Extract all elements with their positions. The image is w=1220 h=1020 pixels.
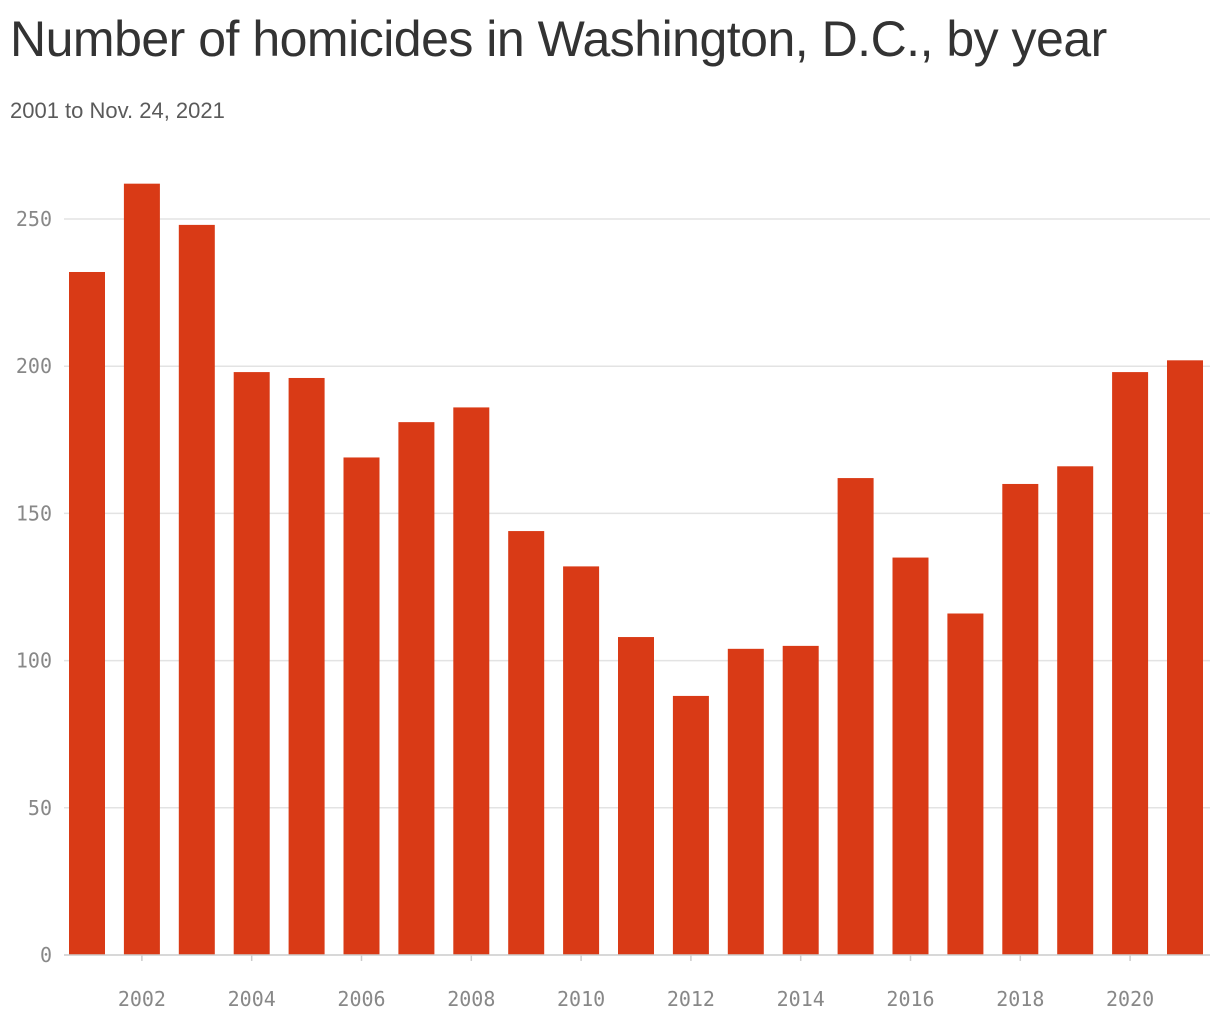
bar-2019 [1057,466,1094,955]
chart-subtitle: 2001 to Nov. 24, 2021 [10,98,225,123]
bar-2021 [1167,360,1203,955]
bar-2016 [892,557,929,955]
bar-2011 [618,637,654,955]
x-tick-label: 2020 [1106,987,1154,1011]
bar-2008 [453,407,490,955]
y-tick-label: 0 [40,943,52,967]
axes: 0 50 100 150 200 250 2002 2004 2006 2008 2010 2012 2… [16,207,1210,1011]
bar-2010 [563,566,600,955]
bar-2014 [782,645,819,955]
y-tick-label: 50 [28,796,52,820]
bar-2015 [837,478,874,955]
bar-2004 [233,372,270,955]
bar-2012 [672,695,709,955]
bar-2017 [947,613,984,955]
x-tick-label: 2010 [557,987,605,1011]
bar-2013 [727,648,764,955]
x-tick-label: 2012 [667,987,715,1011]
bar-2001 [69,271,105,955]
y-tick-label: 100 [16,649,52,673]
x-tick-label: 2006 [337,987,385,1011]
bar-2020 [1112,372,1149,955]
y-tick-label: 150 [16,501,52,525]
bars [69,183,1203,955]
bar-2007 [398,422,435,955]
chart-title: Number of homicides in Washington, D.C.,… [10,11,1107,67]
x-tick-label: 2018 [996,987,1044,1011]
x-tick-label: 2004 [228,987,276,1011]
x-tick-label: 2008 [447,987,495,1011]
bar-2005 [288,377,325,955]
bar-2002 [123,183,160,955]
y-tick-label: 250 [16,207,52,231]
y-tick-label: 200 [16,354,52,378]
bar-2018 [1002,483,1039,955]
bar-2003 [178,224,215,955]
x-tick-label: 2014 [777,987,825,1011]
bar-2006 [343,457,380,955]
x-tick-label: 2002 [118,987,166,1011]
bar-2009 [508,531,545,955]
x-tick-label: 2016 [886,987,934,1011]
